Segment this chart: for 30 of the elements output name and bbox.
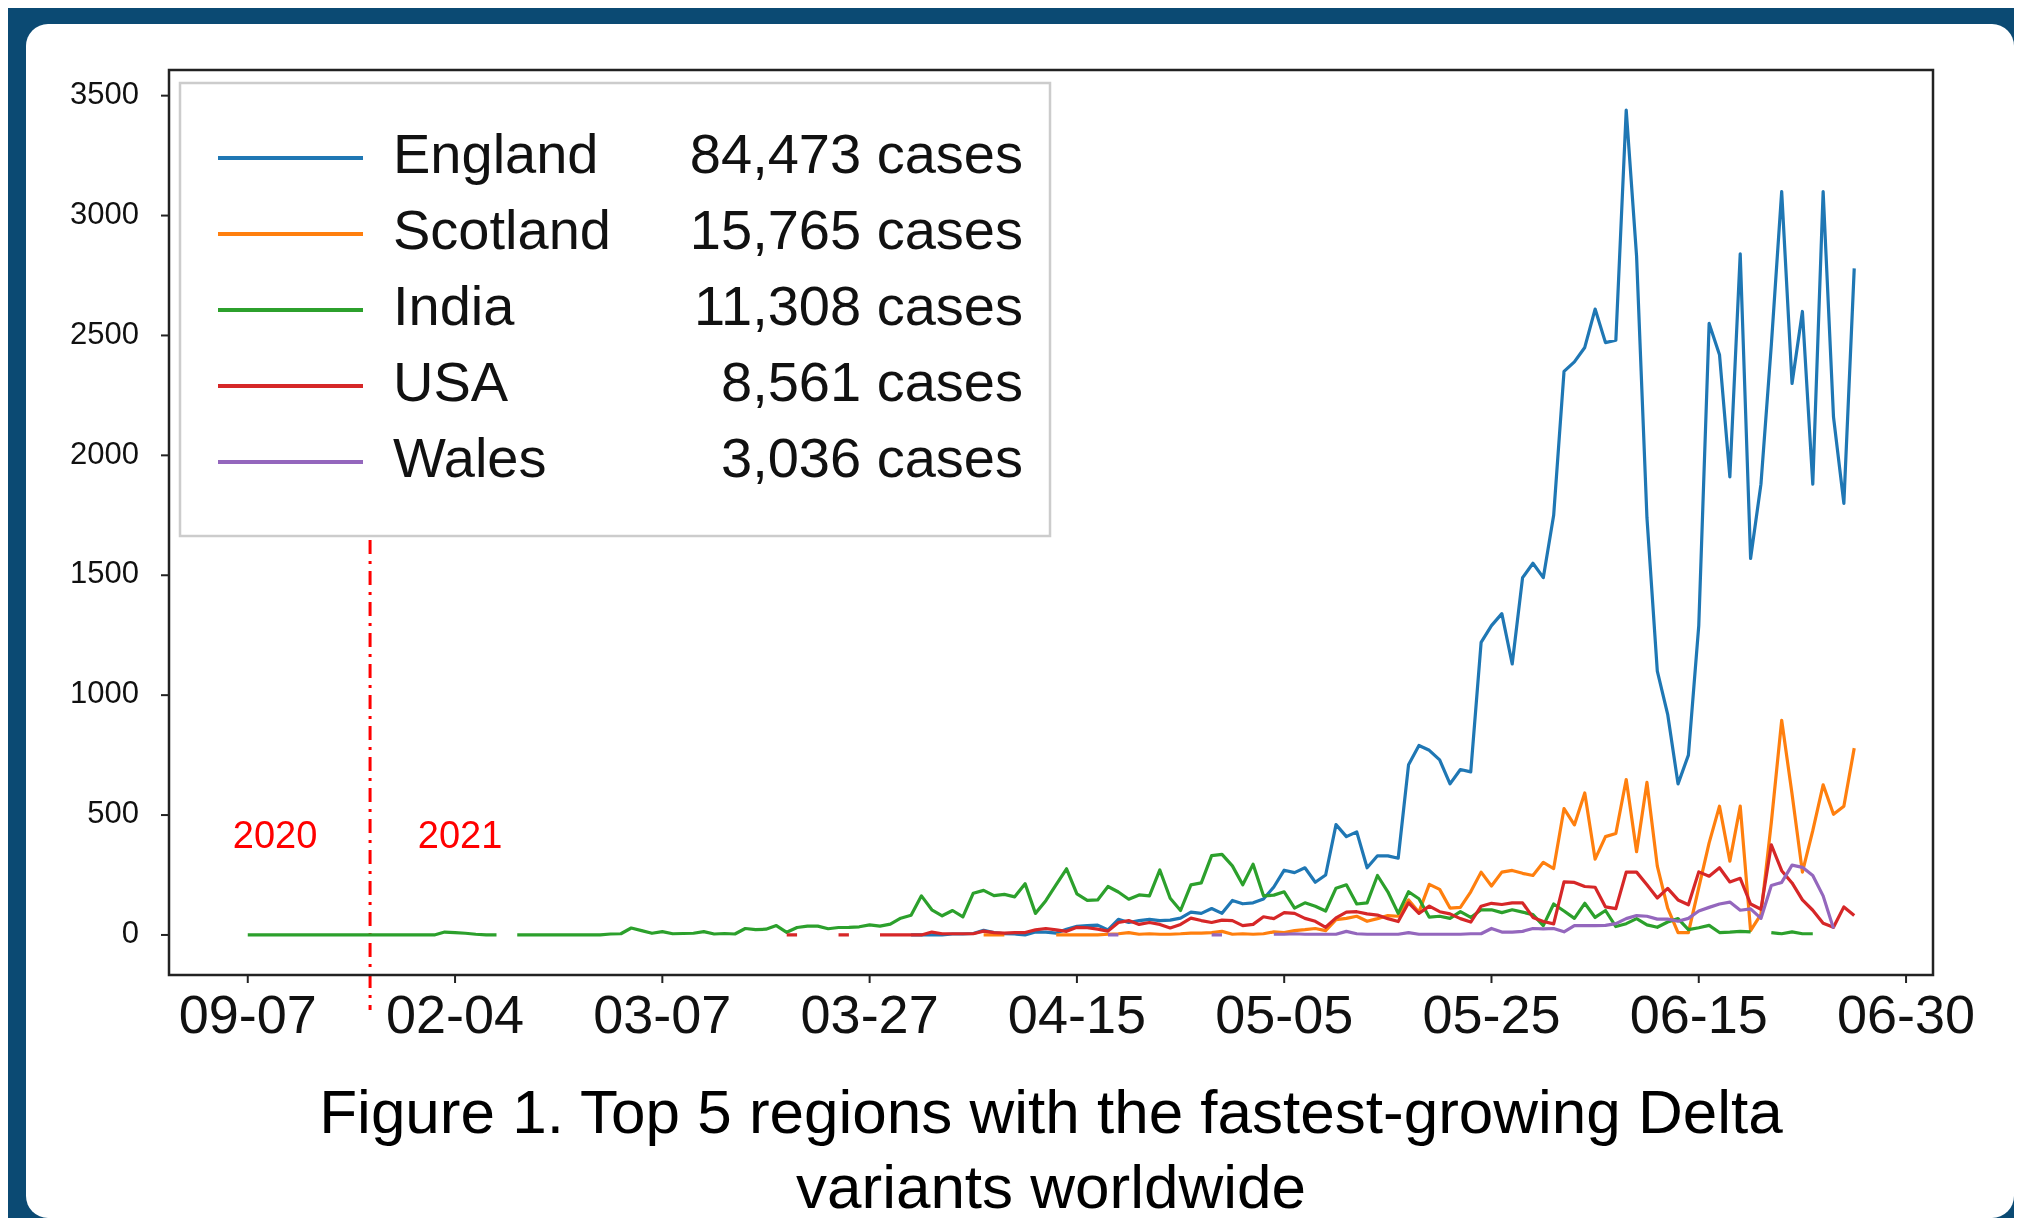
- y-tick-label: 1000: [70, 675, 139, 711]
- annotation: 84,473 cases: [689, 121, 1023, 185]
- y-tick-label: 1500: [70, 555, 139, 591]
- x-tick-label: 03-27: [800, 984, 939, 1044]
- x-tick-label: 06-15: [1629, 984, 1768, 1044]
- y-tick-label: 2500: [70, 315, 139, 351]
- legend-label: India: [393, 273, 516, 337]
- legend-label: England: [393, 121, 599, 185]
- y-tick-label: 3500: [70, 75, 139, 111]
- x-tick-label: 03-07: [593, 984, 732, 1044]
- x-tick-label: 05-05: [1215, 984, 1354, 1044]
- x-tick-label: 06-30: [1836, 984, 1976, 1044]
- annotation: 15,765 cases: [689, 197, 1023, 261]
- x-tick-label: 04-15: [1007, 984, 1146, 1044]
- annotation: 3,036 cases: [721, 425, 1023, 489]
- text: Figure 1. Top 5 regions with the fastest-growing Delta variants worldwide: [319, 1077, 1784, 1221]
- annotation: 11,308 cases: [694, 273, 1023, 337]
- y-tick-label: 500: [87, 795, 139, 831]
- legend-label: Wales: [393, 425, 547, 489]
- annotation: 8,561 cases: [721, 349, 1023, 413]
- annotation: 2021: [417, 813, 503, 856]
- x-tick-label: 05-25: [1422, 984, 1561, 1044]
- x-tick-label: 09-07: [178, 984, 317, 1044]
- x-tick-label: 02-04: [385, 984, 525, 1044]
- y-tick-label: 2000: [70, 435, 139, 471]
- legend-label: Scotland: [393, 197, 611, 261]
- legend-label: USA: [393, 349, 509, 413]
- annotation: 2020: [232, 813, 318, 856]
- y-tick-label: 3000: [70, 195, 139, 231]
- y-tick-label: 0: [121, 915, 139, 951]
